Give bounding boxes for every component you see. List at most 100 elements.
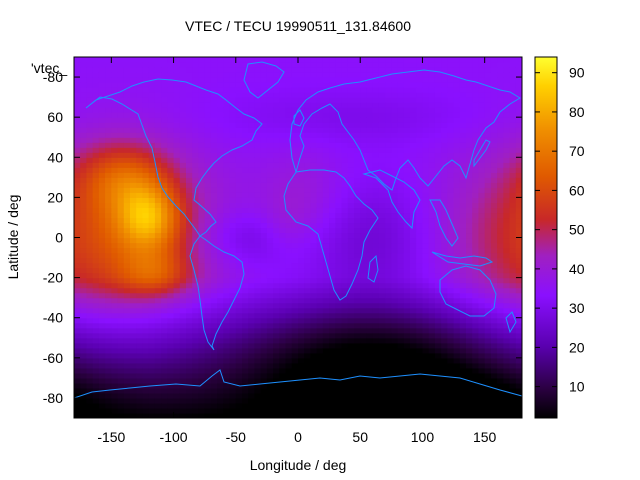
- heatmap-cell: [92, 307, 100, 314]
- heatmap-cell: [416, 117, 424, 123]
- heatmap-cell: [416, 67, 424, 73]
- heatmap-cell: [204, 407, 212, 414]
- heatmap-cell: [248, 387, 256, 394]
- heatmap-cell: [304, 372, 312, 379]
- heatmap-cell: [266, 392, 274, 399]
- heatmap-cell: [148, 222, 156, 229]
- heatmap-cell: [434, 267, 442, 274]
- heatmap-cell: [254, 392, 262, 399]
- heatmap-cell: [204, 177, 212, 183]
- heatmap-cell: [484, 182, 492, 188]
- heatmap-cell: [416, 337, 424, 344]
- heatmap-cell: [204, 92, 212, 98]
- heatmap-cell: [285, 407, 293, 414]
- heatmap-cell: [154, 387, 162, 394]
- heatmap-cell: [354, 187, 361, 193]
- heatmap-cell: [136, 282, 144, 289]
- heatmap-cell: [192, 392, 200, 399]
- heatmap-cell: [304, 252, 312, 259]
- heatmap-cell: [98, 77, 106, 83]
- heatmap-cell: [347, 77, 355, 83]
- heatmap-cell: [484, 237, 492, 244]
- heatmap-cell: [453, 362, 461, 369]
- heatmap-cell: [154, 222, 162, 229]
- heatmap-cell: [130, 267, 137, 274]
- heatmap-cell: [167, 412, 175, 418]
- heatmap-cell: [397, 107, 405, 113]
- heatmap-cell: [254, 412, 262, 418]
- heatmap-cell: [329, 327, 336, 334]
- heatmap-cell: [484, 252, 492, 259]
- heatmap-cell: [360, 207, 368, 214]
- heatmap-cell: [248, 282, 256, 289]
- heatmap-cell: [428, 107, 436, 113]
- heatmap-cell: [248, 312, 256, 319]
- heatmap-cell: [391, 387, 399, 394]
- heatmap-cell: [397, 77, 405, 83]
- heatmap-cell: [92, 382, 100, 389]
- heatmap-cell: [279, 282, 287, 289]
- heatmap-cell: [173, 342, 181, 349]
- heatmap-cell: [285, 232, 293, 239]
- heatmap-cell: [266, 172, 274, 178]
- heatmap-cell: [217, 132, 224, 138]
- heatmap-cell: [304, 132, 312, 138]
- heatmap-cell: [186, 77, 193, 83]
- heatmap-cell: [80, 112, 88, 118]
- heatmap-cell: [391, 152, 399, 158]
- heatmap-cell: [310, 342, 318, 349]
- heatmap-cell: [154, 312, 162, 319]
- heatmap-cell: [242, 127, 249, 133]
- heatmap-cell: [217, 257, 224, 264]
- heatmap-cell: [142, 92, 150, 98]
- heatmap-cell: [74, 102, 81, 108]
- heatmap-cell: [453, 407, 461, 414]
- heatmap-cell: [74, 87, 81, 93]
- heatmap-cell: [372, 207, 380, 214]
- heatmap-cell: [260, 302, 268, 309]
- heatmap-cell: [74, 292, 81, 299]
- heatmap-cell: [397, 332, 405, 339]
- heatmap-cell: [329, 272, 336, 279]
- heatmap-cell: [347, 367, 355, 374]
- heatmap-cell: [490, 292, 498, 299]
- heatmap-cell: [123, 322, 131, 329]
- heatmap-cell: [173, 57, 181, 63]
- heatmap-cell: [459, 172, 467, 178]
- heatmap-cell: [478, 277, 486, 284]
- heatmap-cell: [298, 227, 305, 234]
- heatmap-cell: [434, 287, 442, 294]
- heatmap-cell: [453, 202, 461, 209]
- heatmap-cell: [235, 262, 243, 269]
- heatmap-cell: [410, 387, 417, 394]
- heatmap-cell: [167, 367, 175, 374]
- heatmap-cell: [490, 132, 498, 138]
- heatmap-cell: [391, 327, 399, 334]
- heatmap-cell: [223, 282, 231, 289]
- heatmap-cell: [360, 272, 368, 279]
- heatmap-cell: [372, 357, 380, 364]
- heatmap-cell: [298, 322, 305, 329]
- heatmap-cell: [341, 62, 349, 68]
- heatmap-cell: [223, 392, 231, 399]
- heatmap-cell: [117, 327, 125, 334]
- heatmap-cell: [304, 407, 312, 414]
- heatmap-cell: [310, 292, 318, 299]
- heatmap-cell: [441, 92, 448, 98]
- heatmap-cell: [422, 122, 430, 128]
- heatmap-cell: [434, 377, 442, 384]
- heatmap-cell: [248, 322, 256, 329]
- heatmap-cell: [167, 177, 175, 183]
- heatmap-cell: [490, 407, 498, 414]
- heatmap-cell: [154, 57, 162, 63]
- heatmap-cell: [279, 172, 287, 178]
- heatmap-cell: [273, 312, 280, 319]
- heatmap-cell: [154, 297, 162, 304]
- heatmap-cell: [416, 262, 424, 269]
- heatmap-cell: [74, 367, 81, 374]
- heatmap-cell: [192, 232, 200, 239]
- heatmap-cell: [117, 287, 125, 294]
- heatmap-cell: [136, 277, 144, 284]
- heatmap-cell: [497, 287, 504, 294]
- heatmap-cell: [204, 392, 212, 399]
